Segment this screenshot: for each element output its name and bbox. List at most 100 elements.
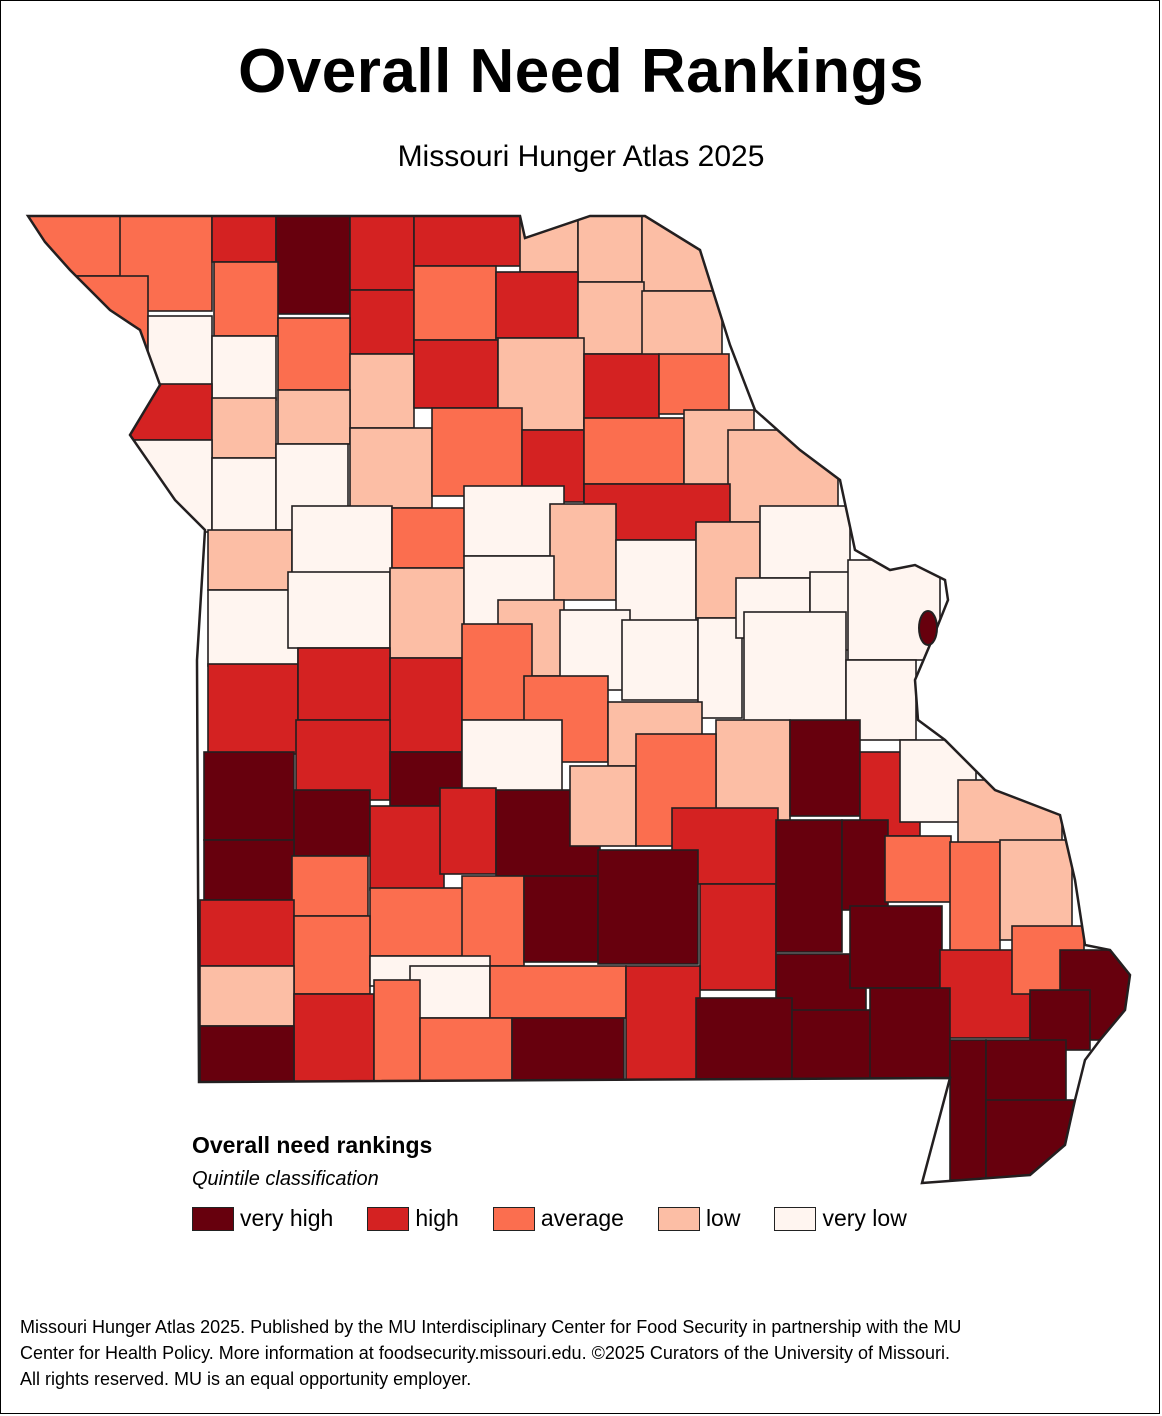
county-region — [577, 216, 643, 283]
county-region — [583, 417, 685, 485]
footer-credits: Missouri Hunger Atlas 2025. Published by… — [20, 1314, 1140, 1392]
county-region — [461, 623, 533, 721]
county-region — [203, 839, 295, 901]
county-region — [999, 839, 1073, 941]
county-region — [569, 765, 637, 847]
legend-label-low: low — [705, 1205, 741, 1231]
county-region — [413, 339, 499, 409]
county-region — [293, 915, 371, 995]
county-region — [523, 875, 599, 963]
county-polygons — [28, 216, 1130, 1181]
county-region — [985, 1039, 1067, 1111]
county-region — [511, 1017, 625, 1083]
county-region — [199, 1025, 295, 1083]
county-region — [199, 965, 295, 1027]
county-region — [841, 819, 889, 911]
st-louis-city-marker — [918, 610, 938, 646]
county-region — [277, 317, 351, 391]
county-region — [349, 216, 415, 291]
footer-line-3: All rights reserved. MU is an equal oppo… — [20, 1369, 472, 1389]
legend-item-high: high — [367, 1205, 459, 1232]
county-region — [658, 353, 730, 415]
county-region — [869, 987, 951, 1079]
county-region — [295, 719, 391, 801]
county-region — [349, 289, 415, 355]
legend-label-very-high: very high — [240, 1205, 334, 1231]
county-region — [391, 507, 473, 569]
legend-label-high: high — [415, 1205, 459, 1231]
county-region — [213, 261, 279, 337]
county-region — [277, 389, 351, 445]
county-region — [211, 335, 277, 401]
county-region — [373, 979, 421, 1083]
map-title: Overall Need Rankings — [238, 37, 924, 106]
county-region — [641, 216, 718, 292]
county-region — [293, 789, 371, 857]
county-region — [495, 271, 579, 339]
legend-subtitle: Quintile classification — [192, 1168, 379, 1190]
county-region — [129, 383, 213, 441]
county-region — [291, 505, 393, 575]
county-region — [789, 719, 861, 817]
county-region — [389, 567, 465, 659]
county-region — [369, 805, 445, 891]
county-region — [519, 216, 579, 273]
county-region — [211, 216, 277, 263]
county-region — [211, 457, 277, 533]
county-region — [583, 353, 660, 427]
legend-swatch-very-high — [192, 1206, 234, 1231]
footer-line-2: Center for Health Policy. More informati… — [20, 1343, 950, 1363]
legend-swatch-high — [367, 1206, 410, 1231]
footer-line-1: Missouri Hunger Atlas 2025. Published by… — [20, 1317, 962, 1337]
county-region — [28, 275, 149, 387]
county-region — [597, 849, 699, 965]
county-region — [697, 617, 743, 719]
county-region — [211, 397, 277, 459]
county-region — [641, 290, 723, 358]
county-region — [28, 216, 124, 277]
county-region — [349, 427, 433, 509]
county-region — [431, 407, 523, 497]
county-region — [791, 1009, 879, 1081]
legend-item-low: low — [657, 1205, 741, 1232]
county-region — [699, 883, 777, 991]
county-region — [884, 835, 952, 903]
county-region — [849, 905, 943, 989]
county-region — [949, 1039, 987, 1181]
legend-swatch-very-low — [774, 1206, 817, 1231]
county-region — [439, 787, 497, 875]
county-region — [549, 503, 617, 601]
county-region — [409, 965, 491, 1019]
legend-title: Overall need rankings — [192, 1132, 433, 1158]
county-region — [419, 1017, 513, 1083]
county-region — [203, 751, 295, 841]
county-region — [985, 1099, 1077, 1181]
county-region — [489, 965, 627, 1019]
county-region — [743, 611, 847, 723]
legend-label-very-low: very low — [822, 1205, 907, 1231]
county-region — [413, 265, 497, 341]
county-region — [207, 529, 293, 591]
county-region — [293, 993, 375, 1083]
county-region — [207, 663, 299, 755]
state-outline — [25, 214, 1132, 1185]
county-region — [369, 887, 465, 957]
county-region — [577, 281, 645, 355]
legend-swatch-average — [492, 1206, 535, 1231]
county-region — [147, 315, 213, 387]
county-region — [621, 619, 699, 701]
county-region — [297, 647, 391, 721]
county-region — [287, 571, 391, 649]
county-region — [207, 589, 299, 667]
legend-items: very high high average low very low — [192, 1205, 941, 1232]
county-region — [349, 353, 415, 429]
county-region — [775, 819, 843, 953]
county-region — [199, 899, 295, 967]
county-region — [625, 965, 701, 1081]
county-region — [291, 855, 369, 917]
county-region — [461, 875, 525, 967]
legend-swatch-low — [657, 1206, 700, 1231]
legend-item-average: average — [492, 1205, 624, 1232]
county-region — [389, 657, 463, 753]
legend-item-very-low: very low — [774, 1205, 907, 1232]
